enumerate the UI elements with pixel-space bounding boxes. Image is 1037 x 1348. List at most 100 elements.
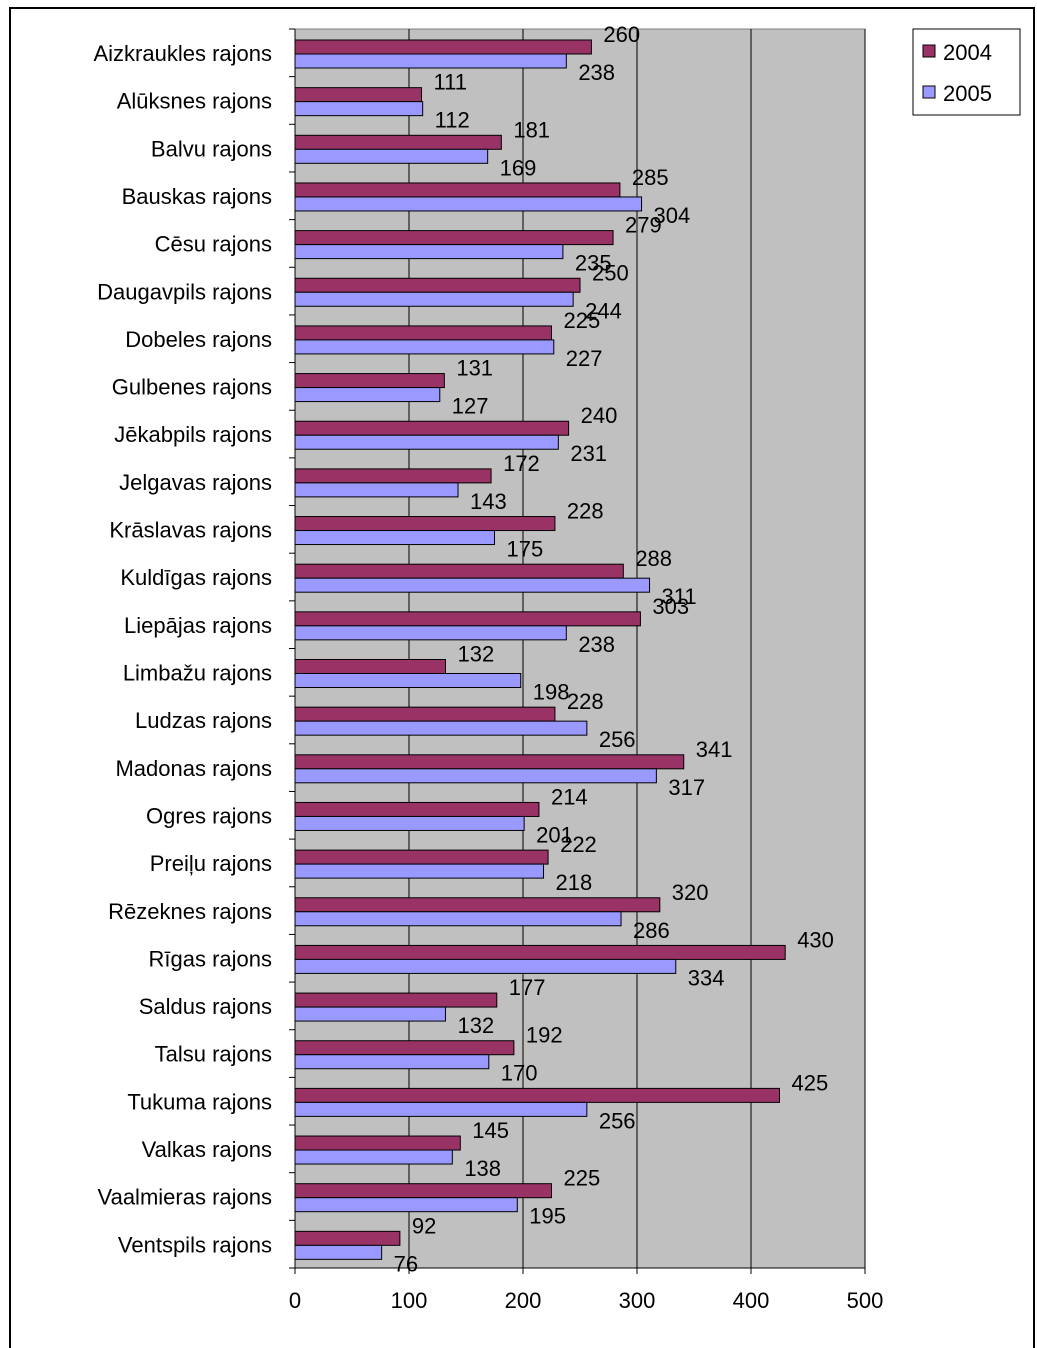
bar-2005 [294, 291, 574, 307]
bar-2004 [294, 325, 552, 341]
bar-2004 [294, 516, 556, 532]
category-label: Cēsu rajons [155, 232, 272, 257]
data-label-2005: 201 [536, 822, 573, 847]
data-label-2005: 112 [435, 108, 470, 133]
bar-2004 [294, 611, 641, 627]
data-label-2004: 131 [456, 356, 493, 381]
bar-2005 [294, 1244, 383, 1260]
data-label-2005: 238 [578, 60, 615, 85]
data-label-2004: 240 [581, 403, 618, 428]
data-label-2005: 76 [394, 1251, 418, 1276]
bar-2005 [294, 625, 567, 641]
bar-2005 [294, 101, 424, 117]
category-label: Daugavpils rajons [97, 279, 272, 304]
data-label-2005: 132 [457, 1013, 494, 1038]
category-label: Vaalmieras rajons [98, 1185, 272, 1210]
category-label: Talsu rajons [155, 1042, 272, 1067]
bar-2004 [294, 1040, 515, 1056]
chart-frame [9, 7, 1035, 1348]
bar-2005 [294, 911, 622, 927]
category-label: Tukuma rajons [127, 1089, 272, 1114]
data-label-2005: 235 [575, 251, 612, 276]
category-label: Gulbenes rajons [112, 375, 272, 400]
bar-2004 [294, 87, 423, 103]
bar-2004 [294, 849, 549, 865]
bar-2004 [294, 1230, 401, 1246]
data-label-2005: 175 [507, 537, 544, 562]
category-label: Krāslavas rajons [109, 518, 272, 543]
bar-2004 [294, 897, 661, 913]
legend-label-2004: 2004 [943, 40, 992, 65]
bar-2004 [294, 277, 581, 293]
data-label-2004: 303 [652, 594, 689, 619]
data-label-2004: 285 [632, 165, 669, 190]
data-label-2004: 225 [564, 308, 601, 333]
data-label-2005: 127 [452, 394, 489, 419]
data-label-2005: 304 [654, 203, 691, 228]
data-label-2005: 244 [585, 298, 622, 323]
bar-2005 [294, 815, 525, 831]
data-label-2005: 227 [566, 346, 603, 371]
data-label-2005: 138 [464, 1156, 501, 1181]
bar-2005 [294, 434, 559, 450]
data-label-2005: 218 [556, 870, 593, 895]
bar-2005 [294, 339, 555, 355]
category-label: Ogres rajons [146, 803, 272, 828]
data-label-2005: 256 [599, 1108, 636, 1133]
x-tick-label: 500 [847, 1288, 884, 1313]
legend-swatch-2004 [922, 44, 936, 58]
bar-2005 [294, 1197, 518, 1213]
data-label-2004: 177 [509, 975, 546, 1000]
x-tick-label: 100 [391, 1288, 428, 1313]
bar-2004 [294, 134, 502, 150]
data-label-2004: 288 [635, 546, 672, 571]
bar-2005 [294, 1149, 453, 1165]
data-label-2004: 111 [434, 70, 467, 95]
data-label-2004: 260 [603, 22, 640, 47]
data-label-2004: 228 [567, 499, 604, 524]
category-label: Valkas rajons [142, 1137, 272, 1162]
data-label-2004: 425 [792, 1070, 829, 1095]
data-label-2005: 317 [668, 775, 705, 800]
data-label-2004: 430 [797, 927, 834, 952]
category-label: Ventspils rajons [118, 1232, 272, 1257]
bar-2005 [294, 720, 588, 736]
data-label-2004: 225 [564, 1166, 601, 1191]
data-label-2004: 92 [412, 1213, 436, 1238]
data-label-2004: 320 [672, 880, 709, 905]
axes: Aizkraukles rajons Alūksnes rajons Balvu r… [93, 28, 884, 1313]
data-label-2005: 170 [501, 1061, 538, 1086]
bar-2005 [294, 768, 657, 784]
bar-2004 [294, 659, 446, 674]
category-label: Rēzeknes rajons [108, 899, 272, 924]
category-label: Jelgavas rajons [119, 470, 272, 495]
category-label: Saldus rajons [139, 994, 272, 1019]
bar-2005 [294, 673, 522, 688]
bar-2005 [294, 958, 677, 974]
data-label-2005: 195 [529, 1204, 566, 1229]
bar-2004 [294, 182, 621, 198]
bar-2005 [294, 530, 495, 546]
category-label: Kuldīgas rajons [120, 565, 272, 590]
bar-2004 [294, 1087, 780, 1103]
data-label-2004: 341 [696, 737, 733, 762]
legend: 2004 2005 [912, 28, 1021, 116]
bar-2004 [294, 1135, 461, 1151]
data-label-2005: 311 [662, 584, 697, 609]
category-label: Madonas rajons [115, 756, 272, 781]
bar-2004 [294, 801, 540, 817]
category-label: Limbažu rajons [123, 661, 272, 686]
bar-2005 [294, 1054, 490, 1070]
category-label: Jēkabpils rajons [114, 422, 272, 447]
x-tick-label: 300 [619, 1288, 656, 1313]
bar-2004 [294, 706, 556, 722]
bar-2005 [294, 482, 459, 498]
bar-2005 [294, 577, 651, 593]
category-label: Balvu rajons [151, 136, 272, 161]
data-label-2004: 279 [625, 213, 662, 238]
x-tick-label: 200 [505, 1288, 542, 1313]
x-tick-label: 400 [733, 1288, 770, 1313]
legend-box [912, 28, 1021, 116]
category-label: Aizkraukles rajons [93, 41, 272, 66]
